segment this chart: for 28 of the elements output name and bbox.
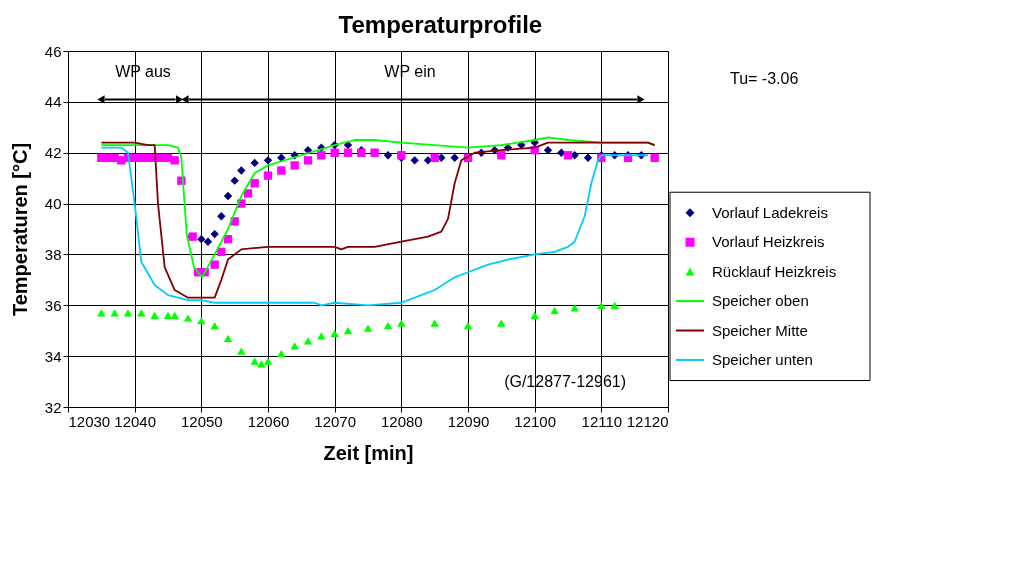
chart-title: Temperaturprofile <box>338 11 543 38</box>
text: Tu= -3.06 <box>730 70 799 88</box>
y-tick-label: 32 <box>44 398 62 416</box>
legend-label: Rücklauf Heizkreis <box>712 262 837 280</box>
y-tick-label: 38 <box>44 245 62 263</box>
x-tick-label: 12110 <box>581 412 623 430</box>
x-tick-label: 12040 <box>114 412 157 430</box>
x-tick-label: 12100 <box>514 412 557 430</box>
legend-label: Vorlauf Heizkreis <box>712 233 825 251</box>
y-tick-label: 40 <box>44 195 62 213</box>
y-tick-label: 34 <box>44 347 62 365</box>
x-tick-label: 12120 <box>626 412 669 430</box>
legend-label: Speicher Mitte <box>712 321 808 339</box>
legend-label: Vorlauf Ladekreis <box>712 203 828 221</box>
x-axis-title: Zeit [min] <box>323 441 414 464</box>
y-tick-label: 42 <box>44 144 62 162</box>
x-tick-label: 12070 <box>314 412 357 430</box>
y-tick-label: 36 <box>44 296 62 314</box>
x-tick-label: 12060 <box>247 412 290 430</box>
legend-label: Speicher oben <box>712 292 809 310</box>
legend-label: Speicher unten <box>712 350 813 368</box>
y-tick-label: 46 <box>44 42 62 60</box>
y-tick-label: 44 <box>44 93 62 111</box>
y-axis-title: Temperaturen [°C] <box>8 142 31 317</box>
x-tick-label: 12050 <box>180 412 223 430</box>
x-tick-label: 12030 <box>68 412 111 430</box>
x-tick-label: 12080 <box>380 412 423 430</box>
x-tick-label: 12090 <box>447 412 490 430</box>
